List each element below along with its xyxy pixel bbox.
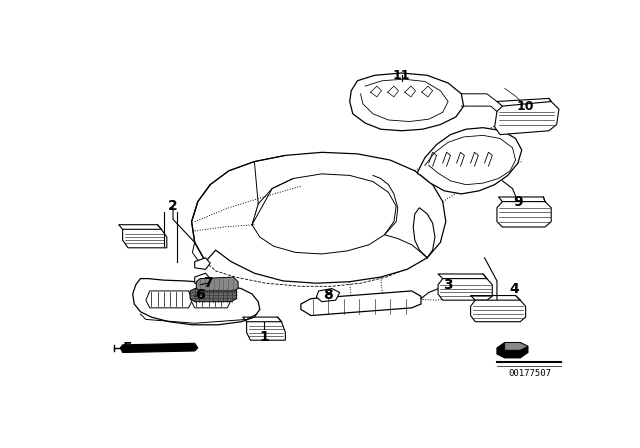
Text: 10: 10 (517, 99, 534, 112)
Polygon shape (316, 289, 340, 302)
Polygon shape (190, 286, 237, 302)
Text: 00177507: 00177507 (508, 369, 551, 378)
Polygon shape (301, 291, 421, 315)
Text: 2: 2 (168, 199, 178, 213)
Text: 4: 4 (509, 282, 519, 296)
Polygon shape (132, 279, 260, 325)
Polygon shape (195, 258, 210, 269)
Polygon shape (505, 343, 528, 350)
Text: 6: 6 (195, 288, 205, 302)
Polygon shape (495, 102, 559, 134)
Polygon shape (146, 291, 193, 308)
Polygon shape (417, 128, 522, 194)
Text: 11: 11 (393, 69, 410, 82)
Polygon shape (191, 152, 446, 283)
Text: 9: 9 (513, 194, 523, 209)
Polygon shape (438, 279, 492, 300)
Polygon shape (246, 322, 285, 340)
Polygon shape (497, 343, 528, 358)
Polygon shape (470, 300, 525, 322)
Polygon shape (120, 343, 198, 353)
Polygon shape (349, 73, 463, 131)
Text: 7: 7 (203, 276, 212, 290)
Polygon shape (195, 273, 210, 285)
Text: 3: 3 (444, 278, 453, 292)
Text: 8: 8 (323, 288, 333, 302)
Text: 1: 1 (260, 330, 269, 344)
Polygon shape (191, 291, 231, 308)
Polygon shape (497, 202, 551, 227)
Polygon shape (196, 277, 238, 291)
Text: 5: 5 (123, 341, 133, 355)
Polygon shape (123, 229, 167, 248)
